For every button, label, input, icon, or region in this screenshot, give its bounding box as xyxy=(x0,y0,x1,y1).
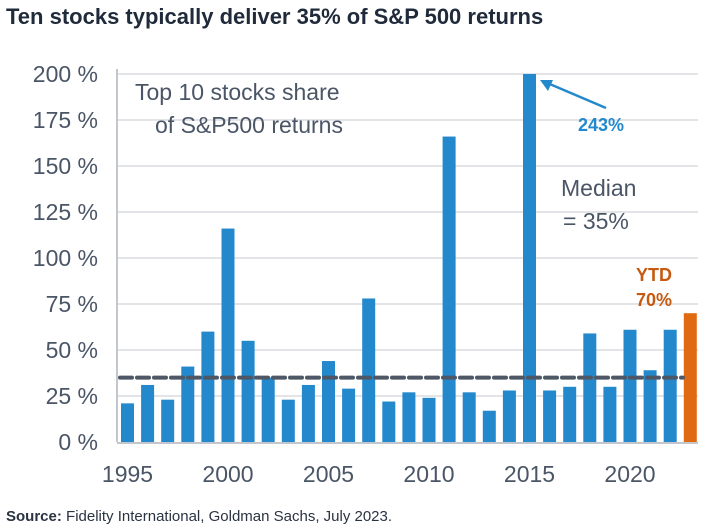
bar-2005 xyxy=(322,361,335,442)
y-tick-label: 200 % xyxy=(33,61,98,87)
bar-2016 xyxy=(543,390,557,442)
bar-2007 xyxy=(362,298,376,442)
x-tick-label: 1995 xyxy=(102,461,153,487)
series-label-line1: Top 10 stocks share xyxy=(135,79,340,105)
y-tick-label: 50 % xyxy=(46,337,98,363)
bar-2021 xyxy=(643,370,657,442)
bar-2019 xyxy=(603,386,617,442)
ytd-label-line1: YTD xyxy=(636,265,672,285)
ytd-label-line2: 70% xyxy=(636,290,672,310)
source-label: Source: xyxy=(6,508,62,525)
bar-2015 xyxy=(523,74,536,442)
capped-arrow xyxy=(544,80,607,110)
y-tick-label: 125 % xyxy=(33,199,98,225)
bar-1996 xyxy=(141,384,155,442)
median-label-line2: = 35% xyxy=(563,208,629,234)
capped-value-label: 243% xyxy=(578,115,624,135)
source-note: Source: Fidelity International, Goldman … xyxy=(6,508,392,525)
bar-2013 xyxy=(482,410,496,442)
arrow-head-icon xyxy=(540,80,553,91)
y-axis-ticks: 0 % 25 % 50 % 75 % 100 % 125 % 150 % 175 % 200 % xyxy=(33,61,98,455)
x-tick-label: 2005 xyxy=(303,461,354,487)
bar-2022 xyxy=(663,329,677,442)
bar-2010 xyxy=(422,397,436,442)
bar-2004 xyxy=(301,384,315,442)
bar-2002 xyxy=(261,377,275,442)
bar-2020 xyxy=(623,329,637,442)
bar-2023 xyxy=(683,313,697,442)
bar-2018 xyxy=(583,333,597,442)
y-tick-label: 150 % xyxy=(33,153,98,179)
bar-2003 xyxy=(281,399,295,442)
bars xyxy=(121,74,697,442)
bar-2000 xyxy=(221,228,235,442)
bar-2014 xyxy=(502,390,516,442)
chart-title: Ten stocks typically deliver 35% of S&P … xyxy=(6,4,544,29)
bar-1997 xyxy=(161,399,175,442)
y-tick-label: 175 % xyxy=(33,107,98,133)
bar-1995 xyxy=(121,403,134,442)
bar-2008 xyxy=(382,401,396,442)
y-tick-label: 100 % xyxy=(33,245,98,271)
y-tick-label: 25 % xyxy=(46,383,98,409)
source-text: Fidelity International, Goldman Sachs, J… xyxy=(61,508,393,525)
x-tick-label: 2010 xyxy=(403,461,454,487)
bar-2006 xyxy=(342,388,356,442)
x-axis-ticks: 1995 2000 2005 2010 2015 2020 xyxy=(102,461,656,487)
median-label-line1: Median xyxy=(561,175,636,201)
bar-2011 xyxy=(442,136,456,442)
bar-2009 xyxy=(402,392,416,442)
y-tick-label: 0 % xyxy=(58,429,98,455)
bar-chart: 0 % 25 % 50 % 75 % 100 % 125 % 150 % 175 % 200 %… xyxy=(33,61,698,487)
bar-2012 xyxy=(462,392,476,442)
x-tick-label: 2020 xyxy=(604,461,655,487)
gridlines xyxy=(116,69,698,444)
x-tick-label: 2015 xyxy=(504,461,555,487)
bar-1998 xyxy=(181,366,195,442)
series-label-line2: of S&P500 returns xyxy=(155,112,343,138)
y-tick-label: 75 % xyxy=(46,291,98,317)
x-tick-label: 2000 xyxy=(202,461,253,487)
bar-2017 xyxy=(563,386,577,442)
bar-2001 xyxy=(241,340,255,442)
bar-1999 xyxy=(201,331,215,442)
